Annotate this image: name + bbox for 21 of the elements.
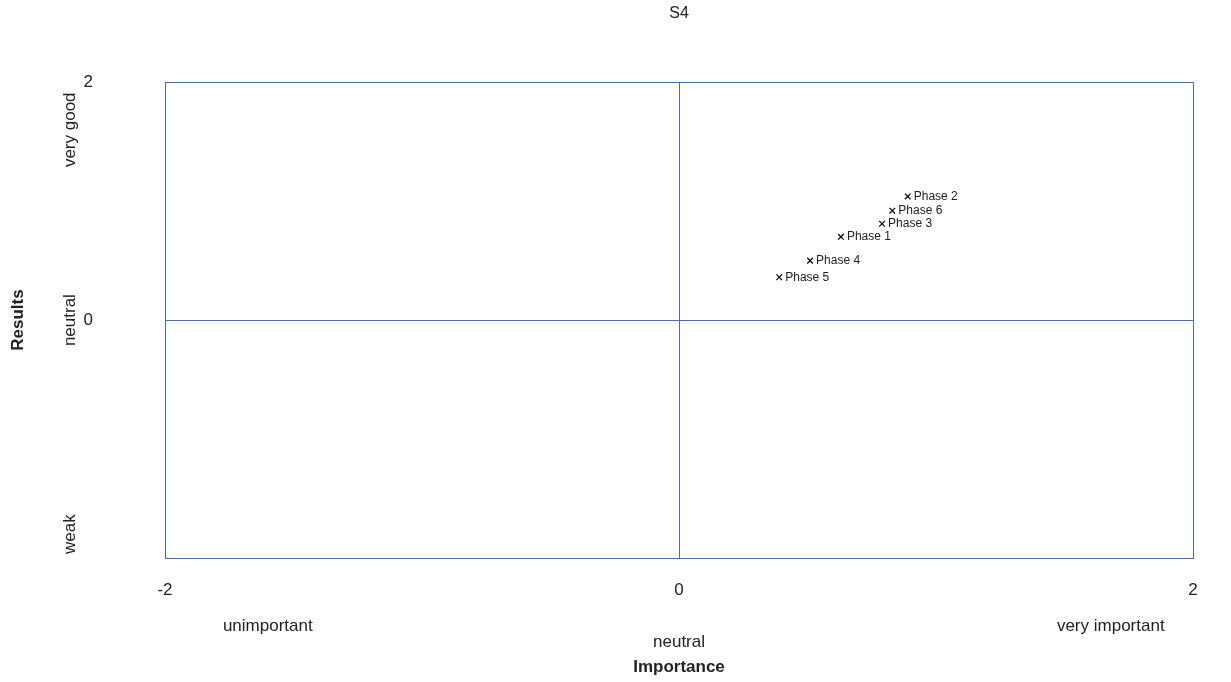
text: neutral <box>653 631 705 651</box>
text: neutral <box>59 294 79 347</box>
x-tick-label: -2 <box>157 579 173 599</box>
series-label: Phase 1 <box>846 229 892 244</box>
series-label: Phase 5 <box>785 269 830 284</box>
text: weak <box>59 513 79 556</box>
chart-title: S4 <box>669 4 689 22</box>
x-tick-label: 0 <box>674 579 684 599</box>
series-label: Phase 4 <box>816 252 861 267</box>
x-axis-title: Importance <box>633 657 725 677</box>
point <box>878 220 886 228</box>
point <box>806 257 814 265</box>
text: unimportant <box>222 615 313 635</box>
text: very important <box>1056 615 1165 635</box>
series-label: Phase 6 <box>898 202 943 217</box>
text: very good <box>59 92 79 168</box>
y-axis-title: Results <box>7 289 27 351</box>
series-label: Phase 2 <box>913 188 959 203</box>
series-label: Phase 3 <box>888 216 933 231</box>
point <box>904 192 912 200</box>
x-tick-label: 2 <box>1188 579 1198 599</box>
